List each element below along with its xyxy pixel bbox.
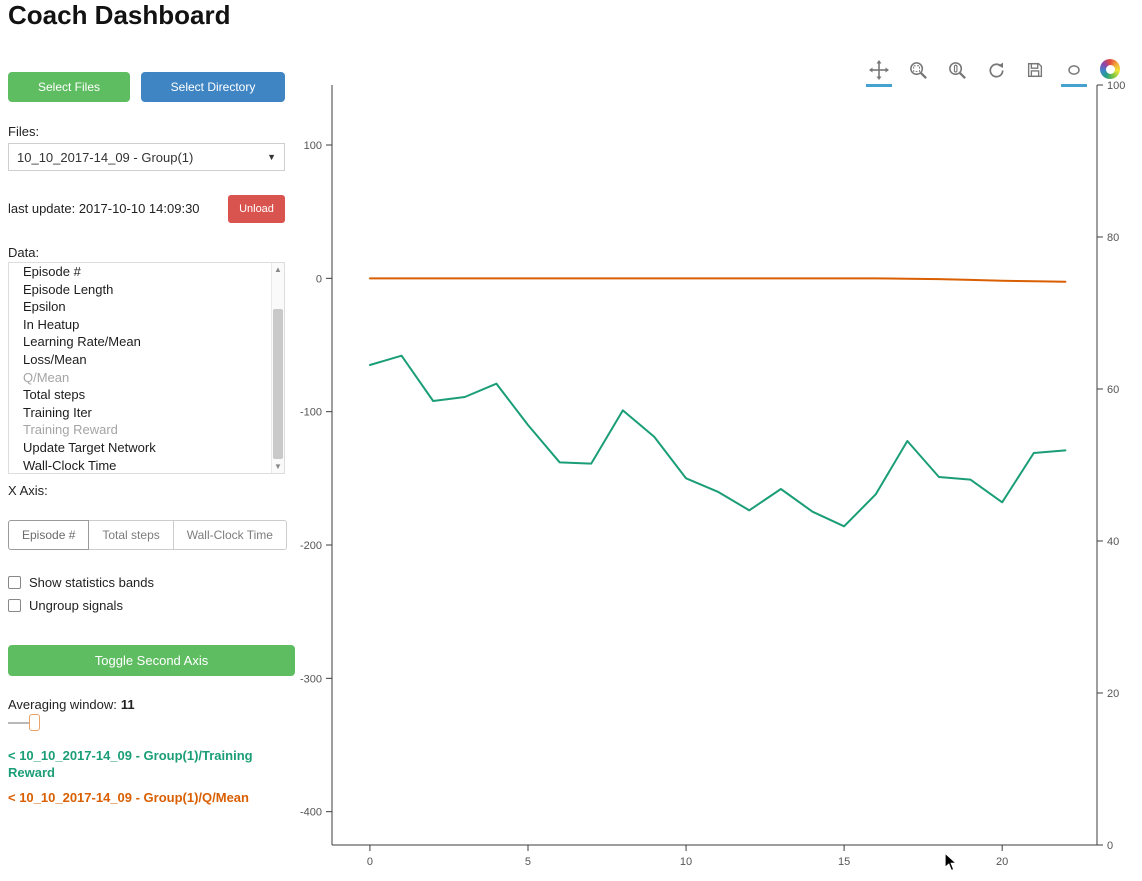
svg-text:-200: -200 (300, 540, 322, 552)
svg-text:40: 40 (1107, 536, 1119, 548)
scroll-up-icon[interactable]: ▲ (274, 265, 282, 274)
averaging-window-value: 11 (120, 697, 135, 712)
legend-entry[interactable]: < 10_10_2017-14_09 - Group(1)/Training R… (8, 748, 253, 780)
averaging-slider-track[interactable] (8, 722, 34, 724)
reset-icon (988, 62, 1004, 78)
svg-text:-300: -300 (300, 673, 322, 685)
show-statistics-bands-row: Show statistics bands (8, 575, 154, 590)
svg-text:0: 0 (1107, 840, 1113, 852)
ungroup-signals-label: Ungroup signals (29, 598, 123, 613)
data-list-item[interactable]: Q/Mean (23, 369, 70, 385)
hover-icon (1068, 65, 1080, 75)
x-axis-option-episode-[interactable]: Episode # (8, 520, 90, 550)
scrollbar-thumb[interactable] (273, 309, 283, 459)
files-label: Files: (8, 124, 40, 139)
data-list-item[interactable]: Loss/Mean (23, 351, 87, 367)
wheel-zoom-tool-button[interactable] (944, 57, 970, 87)
show-statistics-bands-checkbox[interactable] (8, 576, 21, 589)
toggle-second-axis-button[interactable]: Toggle Second Axis (8, 645, 295, 676)
data-signal-list[interactable]: ▲ ▼ Episode # Episode Length Epsilon In Hea… (8, 262, 285, 474)
legend: < 10_10_2017-14_09 - Group(1)/Training R… (8, 747, 292, 814)
box-zoom-icon (909, 61, 927, 79)
files-select[interactable]: 10_10_2017-14_09 - Group(1) ▼ (8, 143, 285, 171)
svg-text:10: 10 (680, 856, 692, 868)
select-directory-button[interactable]: Select Directory (141, 72, 285, 102)
x-axis-option-wall-clock-time[interactable]: Wall-Clock Time (172, 520, 287, 550)
data-list-item[interactable]: Learning Rate/Mean (23, 334, 141, 350)
data-list-item[interactable]: Episode Length (23, 281, 114, 297)
wheel-zoom-icon (948, 61, 966, 79)
x-axis-label: X Axis: (8, 483, 48, 498)
data-list-item[interactable]: Training Reward (23, 422, 118, 438)
x-axis-option-total-steps[interactable]: Total steps (88, 520, 174, 550)
box-zoom-tool-button[interactable] (905, 57, 931, 87)
data-list-item[interactable]: Epsilon (23, 299, 66, 315)
list-scrollbar[interactable]: ▲ ▼ (271, 263, 284, 473)
data-list-item[interactable]: Training Iter (23, 404, 92, 420)
unload-button[interactable]: Unload (228, 195, 285, 223)
mouse-cursor (944, 852, 958, 872)
files-selected-value: 10_10_2017-14_09 - Group(1) (17, 149, 194, 165)
plot-area[interactable] (332, 85, 1097, 845)
bokeh-logo[interactable] (1100, 59, 1120, 79)
svg-text:60: 60 (1107, 384, 1119, 396)
x-axis-button-group: Episode # Total steps Wall-Clock Time (8, 520, 287, 550)
data-list-item[interactable]: Episode # (23, 264, 81, 279)
data-list-item[interactable]: Wall-Clock Time (23, 457, 117, 473)
save-tool-button[interactable] (1022, 57, 1048, 87)
svg-text:100: 100 (304, 140, 322, 152)
data-list-item[interactable]: In Heatup (23, 316, 80, 332)
data-list-item[interactable]: Total steps (23, 387, 86, 403)
show-statistics-bands-label: Show statistics bands (29, 575, 155, 590)
svg-text:-400: -400 (300, 807, 322, 819)
chart-toolbar (866, 57, 1120, 87)
ungroup-signals-row: Ungroup signals (8, 598, 123, 613)
bokeh-logo-center (1105, 64, 1115, 74)
averaging-slider-handle[interactable] (29, 714, 40, 731)
chevron-down-icon: ▼ (267, 152, 276, 162)
svg-text:0: 0 (367, 856, 373, 868)
hover-tool-button[interactable] (1061, 57, 1087, 87)
averaging-window-row: Averaging window: 11 (8, 697, 135, 712)
svg-text:20: 20 (996, 856, 1008, 868)
page-title: Coach Dashboard (8, 0, 231, 30)
svg-text:80: 80 (1107, 232, 1119, 244)
svg-text:-100: -100 (300, 407, 322, 419)
svg-text:20: 20 (1107, 688, 1119, 700)
svg-text:15: 15 (838, 856, 850, 868)
data-list-item[interactable]: Update Target Network (23, 439, 156, 455)
save-icon (1027, 62, 1043, 78)
data-label: Data: (8, 245, 40, 260)
last-update-text: last update: 2017-10-10 14:09:30 (8, 201, 200, 216)
reset-tool-button[interactable] (983, 57, 1009, 87)
legend-entry[interactable]: < 10_10_2017-14_09 - Group(1)/Q/Mean (8, 790, 249, 805)
svg-text:5: 5 (525, 856, 531, 868)
scroll-down-icon[interactable]: ▼ (274, 462, 282, 471)
ungroup-signals-checkbox[interactable] (8, 599, 21, 612)
pan-tool-button[interactable] (866, 57, 892, 87)
select-files-button[interactable]: Select Files (8, 72, 130, 102)
averaging-window-label: Averaging window: (8, 697, 117, 712)
pan-icon (869, 60, 889, 80)
svg-text:0: 0 (316, 273, 322, 285)
